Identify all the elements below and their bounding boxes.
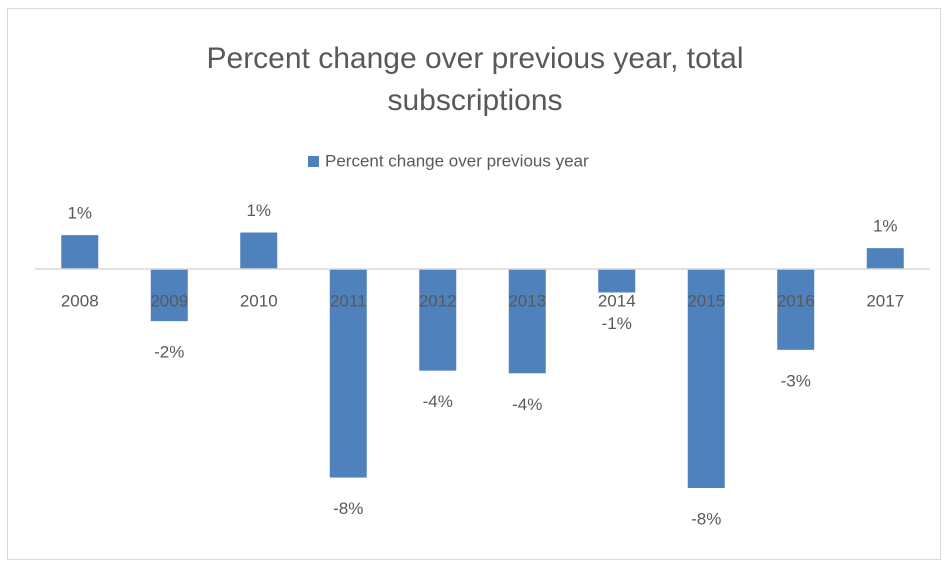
- bar: [777, 269, 815, 350]
- bar: [687, 269, 725, 488]
- data-label: -3%: [781, 371, 811, 390]
- bar: [866, 248, 904, 269]
- bar: [329, 269, 367, 478]
- x-tick-label: 2016: [777, 291, 815, 310]
- x-tick-label: 2012: [419, 291, 457, 310]
- x-tick-label: 2013: [508, 291, 546, 310]
- data-label: 1%: [246, 201, 271, 220]
- data-label: 1%: [67, 204, 92, 223]
- data-label: -4%: [423, 392, 453, 411]
- bar: [61, 235, 99, 269]
- x-tick-label: 2010: [240, 291, 278, 310]
- legend-label: Percent change over previous year: [325, 151, 589, 170]
- x-tick-label: 2015: [687, 291, 725, 310]
- bar: [150, 269, 188, 322]
- bar: [419, 269, 457, 371]
- data-label: -8%: [333, 499, 363, 518]
- x-tick-label: 2009: [150, 291, 188, 310]
- data-label: -8%: [691, 509, 721, 528]
- x-tick-label: 2011: [330, 291, 367, 310]
- data-label: 1%: [873, 217, 898, 236]
- data-label: -4%: [512, 395, 542, 414]
- bar: [508, 269, 546, 374]
- bar: [240, 232, 278, 269]
- x-tick-label: 2017: [866, 291, 904, 310]
- chart-title: Percent change over previous year, total…: [206, 42, 744, 117]
- data-label: -1%: [602, 314, 632, 333]
- x-tick-label: 2014: [598, 291, 636, 310]
- bar: [598, 269, 636, 293]
- legend-swatch: [308, 156, 319, 167]
- data-label: -2%: [154, 343, 184, 362]
- x-tick-label: 2008: [61, 291, 99, 310]
